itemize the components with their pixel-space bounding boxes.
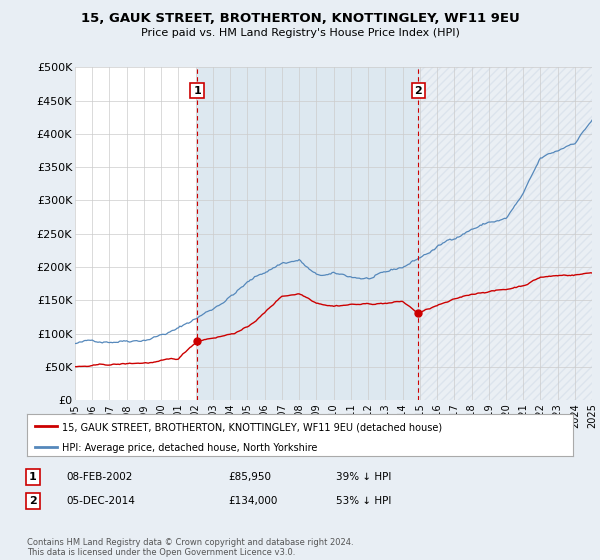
Text: 1: 1 xyxy=(29,472,37,482)
Text: 2: 2 xyxy=(415,86,422,96)
Text: Price paid vs. HM Land Registry's House Price Index (HPI): Price paid vs. HM Land Registry's House … xyxy=(140,28,460,38)
Text: Contains HM Land Registry data © Crown copyright and database right 2024.
This d: Contains HM Land Registry data © Crown c… xyxy=(27,538,353,557)
Text: 15, GAUK STREET, BROTHERTON, KNOTTINGLEY, WF11 9EU: 15, GAUK STREET, BROTHERTON, KNOTTINGLEY… xyxy=(80,12,520,25)
Text: 39% ↓ HPI: 39% ↓ HPI xyxy=(336,472,391,482)
Text: 2: 2 xyxy=(29,496,37,506)
Text: 08-FEB-2002: 08-FEB-2002 xyxy=(66,472,133,482)
Text: 1: 1 xyxy=(193,86,201,96)
Text: 53% ↓ HPI: 53% ↓ HPI xyxy=(336,496,391,506)
Text: £85,950: £85,950 xyxy=(228,472,271,482)
Text: 05-DEC-2014: 05-DEC-2014 xyxy=(66,496,135,506)
Text: 15, GAUK STREET, BROTHERTON, KNOTTINGLEY, WF11 9EU (detached house): 15, GAUK STREET, BROTHERTON, KNOTTINGLEY… xyxy=(62,422,443,432)
Bar xyxy=(197,67,418,400)
Text: £134,000: £134,000 xyxy=(228,496,277,506)
Text: HPI: Average price, detached house, North Yorkshire: HPI: Average price, detached house, Nort… xyxy=(62,443,318,453)
Bar xyxy=(418,67,592,400)
